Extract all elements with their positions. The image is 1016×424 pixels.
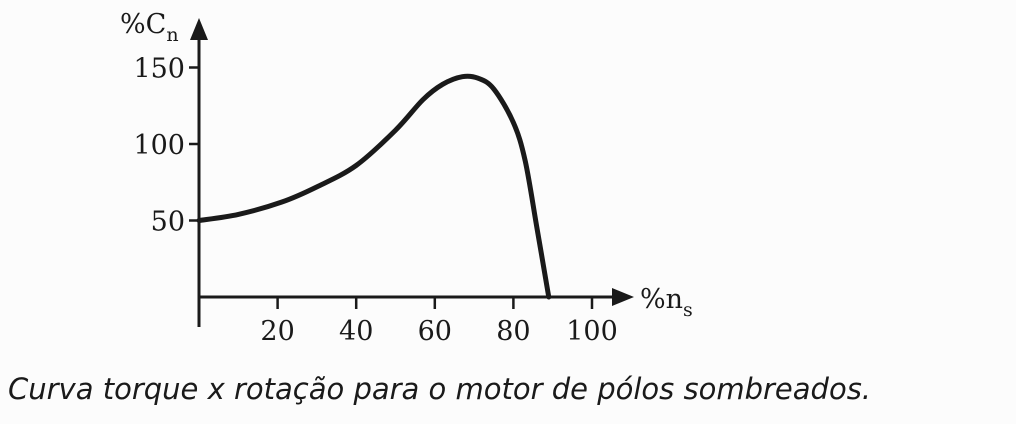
torque-curve xyxy=(196,73,552,300)
x-tick-label: 100 xyxy=(566,316,618,347)
torque-speed-chart: 20 40 60 80 100 50 100 150 %Cn %ns xyxy=(120,9,693,348)
y-axis-arrow xyxy=(190,18,208,40)
x-axis-arrow xyxy=(612,288,634,306)
y-tick-label: 100 xyxy=(133,130,185,161)
axes xyxy=(190,18,634,327)
y-tick-label: 50 xyxy=(151,207,185,238)
y-axis-label: %Cn xyxy=(120,9,179,46)
x-axis-label: %ns xyxy=(640,284,693,321)
x-tick-label: 60 xyxy=(418,316,452,347)
ticks: 20 40 60 80 100 50 100 150 xyxy=(133,54,617,348)
figure-caption: Curva torque x rotação para o motor de p… xyxy=(8,372,872,406)
x-tick-label: 40 xyxy=(339,316,373,347)
x-tick-label: 80 xyxy=(496,316,530,347)
x-tick-label: 20 xyxy=(260,316,294,347)
y-tick-label: 150 xyxy=(133,54,185,85)
